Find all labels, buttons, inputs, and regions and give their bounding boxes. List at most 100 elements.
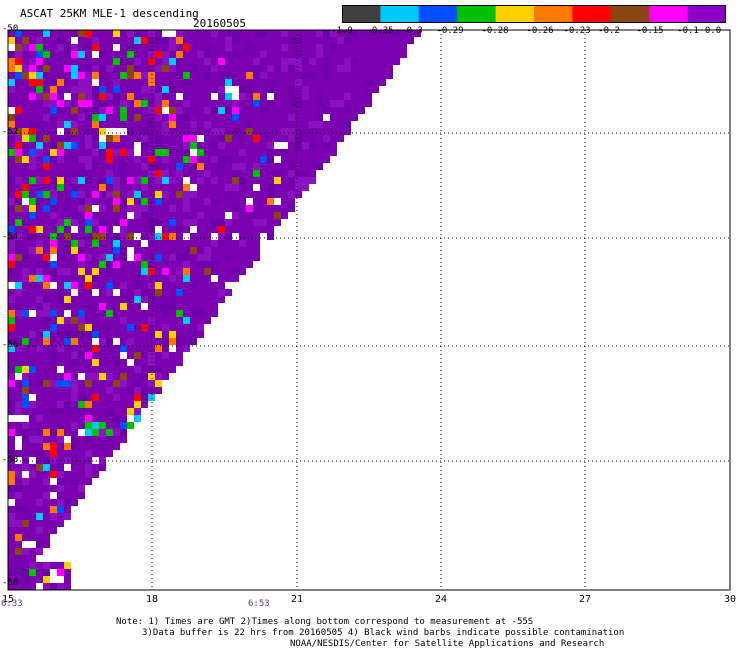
swath-cell xyxy=(15,478,22,485)
swath-cell xyxy=(92,289,99,296)
swath-cell xyxy=(106,401,113,408)
swath-cell xyxy=(50,324,57,331)
swath-cell xyxy=(183,93,190,100)
swath-cell xyxy=(85,296,92,303)
swath-cell xyxy=(260,79,267,86)
swath-cell xyxy=(113,128,120,135)
swath-cell xyxy=(162,331,169,338)
swath-cell xyxy=(99,51,106,58)
swath-cell xyxy=(323,135,330,142)
swath-cell xyxy=(176,65,183,72)
swath-cell xyxy=(155,205,162,212)
swath-cell xyxy=(197,275,204,282)
swath-cell xyxy=(288,51,295,58)
swath-cell xyxy=(8,65,15,72)
swath-cell xyxy=(197,184,204,191)
swath-cell xyxy=(8,261,15,268)
swath-cell xyxy=(127,51,134,58)
swath-cell xyxy=(134,37,141,44)
swath-cell xyxy=(29,429,36,436)
swath-cell xyxy=(22,191,29,198)
swath-cell xyxy=(225,93,232,100)
swath-cell xyxy=(302,184,309,191)
swath-cell xyxy=(190,275,197,282)
swath-cell xyxy=(148,100,155,107)
swath-cell xyxy=(15,86,22,93)
swath-cell xyxy=(225,44,232,51)
swath-cell xyxy=(29,128,36,135)
swath-cell xyxy=(36,247,43,254)
swath-cell xyxy=(204,226,211,233)
swath-cell xyxy=(148,177,155,184)
swath-cell xyxy=(211,205,218,212)
swath-cell xyxy=(134,51,141,58)
swath-cell xyxy=(57,268,64,275)
swath-cell xyxy=(99,310,106,317)
swath-cell xyxy=(316,86,323,93)
swath-cell xyxy=(36,37,43,44)
swath-cell xyxy=(22,408,29,415)
swath-cell xyxy=(106,177,113,184)
swath-cell xyxy=(148,44,155,51)
swath-cell xyxy=(148,205,155,212)
swath-cell xyxy=(330,30,337,37)
swath-cell xyxy=(36,254,43,261)
swath-cell xyxy=(43,114,50,121)
swath-cell xyxy=(99,191,106,198)
swath-cell xyxy=(78,366,85,373)
swath-cell xyxy=(50,149,57,156)
swath-cell xyxy=(57,513,64,520)
swath-cell xyxy=(302,37,309,44)
swath-cell xyxy=(127,65,134,72)
swath-cell xyxy=(127,79,134,86)
swath-cell xyxy=(148,156,155,163)
swath-cell xyxy=(85,471,92,478)
swath-cell xyxy=(50,576,57,583)
swath-cell xyxy=(190,93,197,100)
swath-cell xyxy=(64,86,71,93)
swath-cell xyxy=(71,457,78,464)
swath-cell xyxy=(78,394,85,401)
swath-cell xyxy=(337,121,344,128)
swath-cell xyxy=(78,492,85,499)
swath-cell xyxy=(127,184,134,191)
swath-cell xyxy=(57,583,64,590)
swath-cell xyxy=(288,107,295,114)
swath-cell xyxy=(365,86,372,93)
swath-cell xyxy=(204,303,211,310)
swath-cell xyxy=(57,282,64,289)
swath-cell xyxy=(141,219,148,226)
swath-cell xyxy=(113,191,120,198)
swath-cell xyxy=(78,261,85,268)
swath-cell xyxy=(36,548,43,555)
swath-cell xyxy=(253,212,260,219)
swath-cell xyxy=(197,51,204,58)
swath-cell xyxy=(113,359,120,366)
swath-cell xyxy=(134,394,141,401)
map-title: ASCAT 25KM MLE-1 descending xyxy=(20,7,199,20)
swath-cell xyxy=(134,149,141,156)
swath-cell xyxy=(134,296,141,303)
swath-cell xyxy=(36,541,43,548)
swath-cell xyxy=(78,359,85,366)
swath-cell xyxy=(134,268,141,275)
swath-cell xyxy=(288,198,295,205)
swath-cell xyxy=(92,254,99,261)
swath-cell xyxy=(176,338,183,345)
swath-cell xyxy=(302,51,309,58)
swath-cell xyxy=(232,135,239,142)
swath-cell xyxy=(22,72,29,79)
swath-cell xyxy=(71,471,78,478)
swath-cell xyxy=(197,163,204,170)
swath-cell xyxy=(281,156,288,163)
swath-cell xyxy=(106,72,113,79)
swath-cell xyxy=(141,30,148,37)
swath-cell xyxy=(330,44,337,51)
swath-cell xyxy=(232,79,239,86)
swath-cell xyxy=(134,261,141,268)
swath-cell xyxy=(309,163,316,170)
swath-cell xyxy=(372,79,379,86)
swath-cell xyxy=(99,114,106,121)
swath-cell xyxy=(176,275,183,282)
swath-cell xyxy=(71,100,78,107)
